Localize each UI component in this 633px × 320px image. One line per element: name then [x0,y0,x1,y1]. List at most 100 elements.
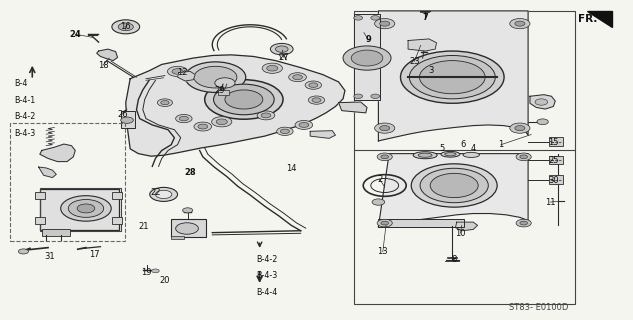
Polygon shape [379,154,528,227]
Circle shape [158,99,173,107]
Circle shape [61,196,111,221]
Text: 5: 5 [439,144,444,153]
Circle shape [535,99,548,105]
Circle shape [420,60,485,94]
Text: B-4: B-4 [15,79,28,88]
Circle shape [295,121,313,129]
Text: 25: 25 [548,156,558,165]
Circle shape [277,127,293,135]
Text: 4: 4 [470,144,476,153]
Circle shape [292,75,303,80]
Circle shape [520,221,527,225]
Circle shape [343,46,391,70]
Circle shape [401,51,504,103]
Circle shape [305,81,322,89]
Bar [113,217,122,224]
Polygon shape [408,39,437,51]
Circle shape [515,125,525,131]
Circle shape [510,19,530,29]
Circle shape [381,221,389,225]
Circle shape [351,50,383,66]
Circle shape [175,223,198,234]
Circle shape [211,117,232,127]
Circle shape [289,73,306,82]
Text: 16: 16 [120,22,130,31]
Text: 6: 6 [460,140,466,149]
Bar [354,11,575,304]
Circle shape [194,122,211,131]
Bar [379,219,463,227]
Text: 22: 22 [150,188,161,197]
Circle shape [112,20,140,34]
Bar [10,123,125,241]
Circle shape [152,269,160,273]
Circle shape [172,68,183,74]
Polygon shape [310,131,335,138]
Text: 2: 2 [377,175,382,184]
Bar [218,90,229,95]
Ellipse shape [441,151,460,157]
Bar [549,156,563,164]
Circle shape [216,119,227,124]
Bar [172,219,206,237]
Circle shape [257,111,275,120]
Circle shape [354,94,363,99]
Circle shape [377,219,392,227]
Text: 7: 7 [422,13,428,22]
Text: FR.: FR. [578,14,598,24]
Circle shape [312,98,321,102]
Bar [113,192,122,199]
Circle shape [308,96,325,104]
Circle shape [150,188,177,201]
Circle shape [375,123,395,133]
Text: 12: 12 [177,68,188,77]
Circle shape [215,78,235,88]
Circle shape [198,124,208,129]
Circle shape [261,113,271,118]
Circle shape [354,16,363,20]
Polygon shape [379,11,528,141]
Circle shape [371,94,380,99]
Circle shape [121,117,134,123]
Circle shape [520,155,527,159]
Circle shape [299,123,309,127]
Circle shape [420,168,488,203]
Polygon shape [177,71,195,81]
Circle shape [175,115,192,123]
Circle shape [410,55,495,99]
Text: 1: 1 [498,140,504,149]
Circle shape [380,125,390,131]
Polygon shape [97,49,118,60]
Circle shape [510,123,530,133]
Bar [549,175,563,184]
Text: 3: 3 [429,66,434,75]
Circle shape [430,173,478,197]
Bar [35,217,45,224]
Polygon shape [530,95,555,109]
Polygon shape [354,14,380,100]
Text: B-4-2: B-4-2 [15,112,36,121]
Circle shape [194,66,237,88]
Circle shape [280,129,289,134]
Circle shape [380,21,390,26]
Circle shape [68,199,104,217]
Text: 9: 9 [365,35,371,44]
Text: 13: 13 [377,247,388,256]
Circle shape [411,164,497,207]
Text: 27: 27 [279,53,289,62]
Polygon shape [456,222,477,231]
Text: 29: 29 [215,86,225,95]
Text: B-4-4: B-4-4 [256,288,278,297]
Text: 11: 11 [545,197,555,206]
Circle shape [377,153,392,161]
Text: B-4-3: B-4-3 [15,129,36,138]
Bar [549,137,563,146]
Text: 30: 30 [548,176,559,185]
Circle shape [372,199,385,205]
Polygon shape [40,144,75,162]
Text: 19: 19 [141,268,151,277]
Text: 26: 26 [117,110,128,119]
Text: 21: 21 [139,222,149,231]
Circle shape [77,204,95,213]
Circle shape [225,90,263,109]
